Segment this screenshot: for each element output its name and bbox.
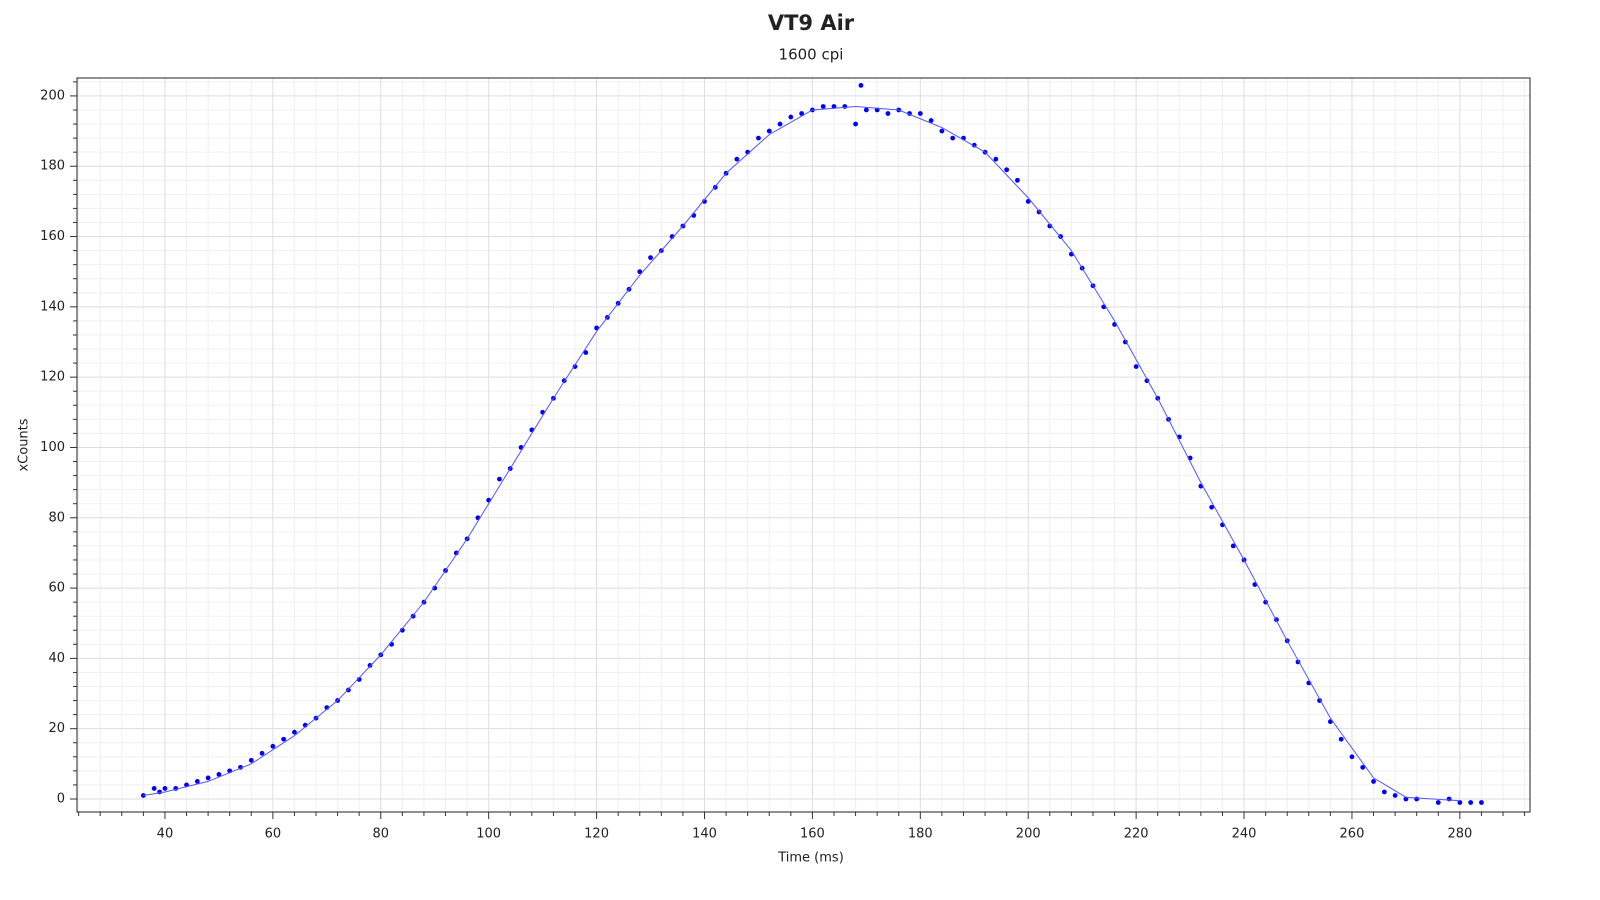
data-point [734, 156, 740, 162]
data-point [648, 255, 653, 261]
data-point [345, 687, 351, 693]
x-tick-label: 220 [1124, 827, 1149, 842]
y-tick-label: 100 [40, 440, 65, 455]
data-point [248, 757, 254, 763]
data-point [205, 775, 211, 781]
data-point [939, 128, 945, 134]
data-point [928, 118, 934, 123]
data-point [669, 234, 675, 239]
data-point [777, 121, 783, 127]
data-point [292, 729, 297, 735]
x-tick-label: 200 [1016, 827, 1041, 842]
data-point [194, 779, 200, 784]
data-point [497, 476, 502, 482]
x-axis-label: Time (ms) [777, 851, 844, 866]
y-axis-label: xCounts [17, 418, 32, 471]
data-point [1349, 754, 1355, 760]
data-point [572, 364, 578, 370]
data-point [162, 786, 168, 791]
data-point [432, 585, 438, 591]
data-point [216, 771, 222, 777]
plot-frame [76, 77, 1531, 813]
x-tick-label: 120 [584, 827, 609, 842]
y-tick-label: 140 [40, 299, 65, 314]
data-point [1381, 789, 1387, 795]
y-tick-label: 0 [57, 791, 65, 806]
x-tick-label: 240 [1232, 827, 1257, 842]
chart-subtitle: 1600 cpi [779, 46, 844, 64]
y-tick-label: 60 [48, 581, 65, 596]
y-tick-label: 40 [48, 651, 65, 666]
data-point [583, 350, 589, 355]
data-point [863, 107, 869, 113]
y-tick-label: 160 [40, 229, 65, 244]
x-tick-label: 40 [157, 827, 174, 842]
data-point [842, 104, 848, 109]
data-point [453, 550, 459, 556]
x-tick-label: 180 [908, 827, 933, 842]
data-point [151, 786, 157, 791]
data-point [1479, 800, 1484, 805]
data-point [1414, 796, 1420, 802]
data-point [157, 789, 162, 795]
data-point [917, 111, 923, 116]
y-tick-label: 120 [40, 370, 65, 385]
data-point [799, 111, 805, 116]
data-point [1446, 796, 1452, 802]
chart-title: VT9 Air [768, 11, 855, 35]
data-point [1468, 800, 1474, 805]
x-tick-label: 140 [692, 827, 717, 842]
data-point [1209, 504, 1215, 510]
data-point [853, 121, 858, 127]
data-point [1047, 223, 1053, 229]
x-tick-label: 80 [372, 827, 389, 842]
x-tick-label: 280 [1447, 827, 1472, 842]
x-tick-label: 100 [476, 827, 501, 842]
y-tick-label: 80 [48, 510, 65, 525]
data-point [950, 135, 956, 141]
data-point [270, 743, 276, 749]
data-point [259, 750, 265, 756]
y-tick-label: 180 [40, 159, 65, 174]
smoothed-line [143, 105, 1460, 802]
data-point [788, 114, 794, 120]
x-tick-label: 260 [1340, 827, 1365, 842]
data-point [1338, 736, 1344, 742]
y-tick-label: 20 [48, 721, 65, 736]
data-point [637, 269, 643, 275]
data-point [1457, 800, 1463, 805]
data-point [766, 128, 772, 134]
data-point [702, 198, 707, 204]
data-point [993, 156, 999, 162]
data-point [1371, 779, 1376, 784]
data-point [820, 104, 826, 109]
data-point [1392, 793, 1398, 798]
data-point [1133, 364, 1139, 370]
data-point [1360, 764, 1366, 770]
data-point [399, 627, 405, 633]
x-tick-label: 60 [265, 827, 282, 842]
y-tick-label: 200 [40, 88, 65, 103]
x-tick-label: 160 [800, 827, 825, 842]
data-point [1015, 177, 1020, 183]
data-point [281, 736, 287, 742]
data-point [858, 82, 864, 88]
data-point [367, 663, 373, 668]
data-point [756, 135, 761, 141]
data-point [1025, 198, 1031, 204]
data-point [885, 111, 891, 116]
data-point [1435, 800, 1441, 805]
data-point [1230, 543, 1236, 549]
data-point [1004, 167, 1010, 173]
